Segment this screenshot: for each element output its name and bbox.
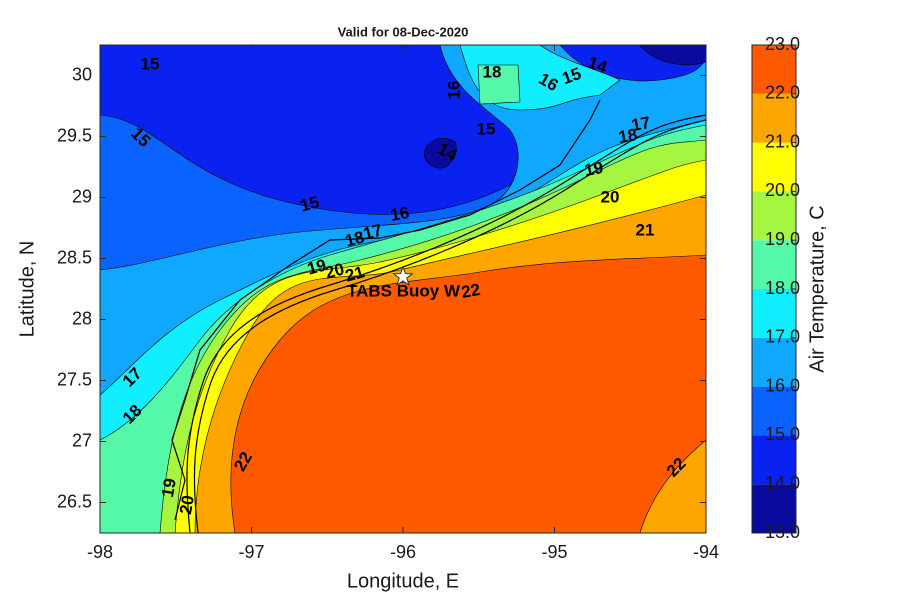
contour-label: 18 [483,62,502,81]
colorbar-tick-label: 21.0 [765,131,800,151]
x-axis-label: Longitude, E [347,570,459,592]
colorbar-tick-label: 13.0 [765,522,800,542]
contour-label: 16 [444,81,463,100]
contour-label: 19 [305,255,328,278]
y-tick-label: 27 [72,430,92,450]
x-tick-label: -98 [87,542,113,562]
colorbar-tick-label: 23.0 [765,34,800,54]
contour-label: 15 [298,192,321,215]
coastline [171,99,706,533]
colorbar-tick-label: 20.0 [765,180,800,200]
coast-line [193,119,706,533]
contour-label: 17 [630,113,652,135]
x-tick-label: -94 [693,542,719,562]
contour-label: 22 [460,280,482,302]
coast-line [171,99,601,521]
x-tick-label: -97 [238,542,264,562]
colorbar-tick-label: 17.0 [765,327,800,347]
contour-label: 19 [583,158,605,180]
contour-label: 21 [636,220,655,239]
contour-label: 21 [343,262,366,285]
contour-label: 17 [361,220,384,243]
contour-label: 20 [176,494,198,516]
colorbar-segment [752,240,796,289]
contour-label: 19 [158,477,180,499]
y-tick-label: 29 [72,186,92,206]
y-tick-label: 29.5 [57,125,92,145]
y-tick-label: 28 [72,308,92,328]
contour-band [477,64,521,105]
colorbar-tick-label: 22.0 [765,83,800,103]
contour-label: 15 [477,119,496,138]
colorbar-segment [752,191,796,241]
colorbar-segment [752,484,796,533]
x-tick-label: -95 [541,542,567,562]
colorbar-tick-label: 19.0 [765,229,800,249]
colorbar-segment [752,386,796,436]
colorbar-tick-label: 18.0 [765,278,800,298]
colorbar-tick-label: 15.0 [765,424,800,444]
contour-label: 15 [141,54,160,73]
chart-title: Valid for 08-Dec-2020 [338,24,469,39]
y-tick-label: 28.5 [57,247,92,267]
colorbar-segment [752,435,796,485]
contour-band [230,254,706,533]
y-tick-label: 30 [72,64,92,84]
contour-label: 16 [389,203,411,225]
colorbar-tick-label: 16.0 [765,375,800,395]
colorbar-segment [752,289,796,338]
contour-band [423,137,457,169]
colorbar-segment [752,45,796,94]
annotation: TABS Buoy W [347,281,461,300]
contour-label: 18 [617,125,639,147]
colorbar-tick-label: 14.0 [765,473,800,493]
contour-label: 20 [601,187,620,206]
colorbar-segment [752,142,796,192]
y-axis-label: Latitude, N [16,241,38,338]
contour-label: 18 [343,227,366,250]
colorbar-segment [752,93,796,143]
buoy-marker [392,265,414,287]
y-tick-label: 27.5 [57,369,92,389]
contour-label: 20 [323,259,346,282]
coast-line [186,114,706,533]
contour-fill [100,45,706,533]
colorbar-label: Air Temperature, C [806,205,828,372]
y-tick-label: 26.5 [57,491,92,511]
colorbar-segment [752,337,796,387]
x-tick-label: -96 [390,542,416,562]
colorbar: 13.0 14.0 15.0 16.0 17.0 18.0 19.0 20.0 21.0 22.0… [751,34,800,542]
